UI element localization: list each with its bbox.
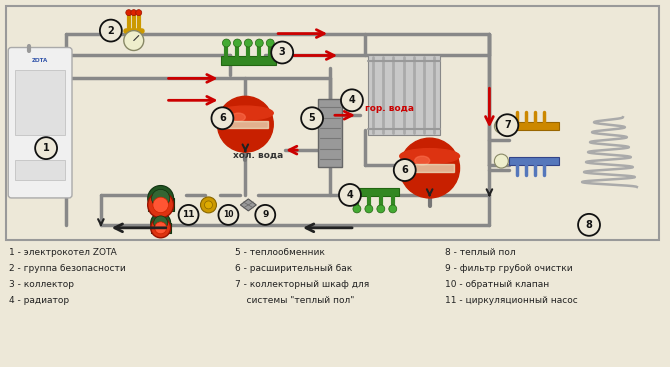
Circle shape [155, 222, 167, 234]
Bar [15, 70, 65, 135]
FancyBboxPatch shape [8, 47, 72, 198]
Text: 2 - группа безопасности: 2 - группа безопасности [9, 264, 126, 273]
Bar [15, 160, 65, 180]
Text: 2: 2 [107, 26, 114, 36]
Circle shape [218, 205, 239, 225]
Circle shape [245, 39, 253, 47]
Text: 8: 8 [586, 220, 592, 230]
Text: 5 - теплообменник: 5 - теплообменник [235, 248, 325, 257]
Circle shape [153, 216, 168, 230]
Text: 10 - обратный клапан: 10 - обратный клапан [445, 280, 549, 288]
Circle shape [147, 192, 174, 218]
Circle shape [124, 30, 144, 51]
Circle shape [394, 159, 415, 181]
Ellipse shape [415, 156, 429, 165]
Circle shape [200, 197, 216, 213]
Text: 11 - циркуляционный насос: 11 - циркуляционный насос [445, 295, 578, 305]
Circle shape [255, 39, 263, 47]
Bar [509, 122, 559, 130]
Circle shape [496, 114, 519, 136]
Ellipse shape [400, 149, 460, 164]
Text: 1 - электрокотел ZOTA: 1 - электрокотел ZOTA [9, 248, 117, 257]
Text: 9: 9 [262, 210, 269, 219]
Text: 7: 7 [504, 120, 511, 130]
Text: 10: 10 [223, 210, 234, 219]
Circle shape [365, 205, 373, 213]
Text: 3: 3 [279, 47, 285, 58]
Circle shape [136, 10, 142, 16]
Circle shape [255, 205, 275, 225]
Circle shape [151, 213, 171, 233]
Bar [147, 199, 174, 211]
Circle shape [341, 89, 363, 111]
Circle shape [339, 184, 361, 206]
Ellipse shape [218, 96, 273, 152]
Circle shape [179, 205, 198, 225]
Circle shape [151, 218, 171, 238]
Text: 6: 6 [401, 165, 408, 175]
Bar [368, 55, 440, 135]
Ellipse shape [218, 106, 273, 120]
Circle shape [389, 205, 397, 213]
Circle shape [153, 197, 168, 213]
Circle shape [151, 189, 170, 207]
Circle shape [35, 137, 57, 159]
Text: 11: 11 [182, 210, 195, 219]
Bar [221, 56, 276, 65]
Text: 8 - теплый пол: 8 - теплый пол [445, 248, 515, 257]
Ellipse shape [400, 138, 460, 198]
Text: 9 - фильтр грубой очистки: 9 - фильтр грубой очистки [445, 264, 572, 273]
Circle shape [147, 185, 174, 211]
Circle shape [494, 119, 509, 133]
Circle shape [233, 39, 241, 47]
Circle shape [266, 39, 274, 47]
Bar [318, 99, 342, 167]
Text: системы "теплый пол": системы "теплый пол" [235, 295, 354, 305]
Text: 7 - коллекторный шкаф для: 7 - коллекторный шкаф для [235, 280, 370, 288]
Text: 4: 4 [348, 95, 355, 105]
Bar [223, 121, 267, 128]
Bar [151, 223, 171, 233]
Text: гор. вода: гор. вода [365, 104, 414, 113]
Polygon shape [241, 199, 257, 211]
Text: 5: 5 [309, 113, 316, 123]
Text: 1: 1 [43, 143, 50, 153]
Text: 3 - коллектор: 3 - коллектор [9, 280, 74, 288]
Circle shape [222, 39, 230, 47]
Text: 6: 6 [219, 113, 226, 123]
Circle shape [212, 107, 233, 129]
Text: ZOTA: ZOTA [32, 58, 48, 63]
Bar [509, 157, 559, 165]
Ellipse shape [231, 113, 245, 121]
Circle shape [126, 10, 132, 16]
Circle shape [100, 19, 122, 41]
Text: 6 - расширительный бак: 6 - расширительный бак [235, 264, 352, 273]
Circle shape [578, 214, 600, 236]
Circle shape [494, 154, 509, 168]
Bar [406, 164, 454, 172]
Circle shape [377, 205, 385, 213]
Text: 4: 4 [346, 190, 353, 200]
Bar [351, 188, 399, 196]
Text: 4 - радиатор: 4 - радиатор [9, 295, 70, 305]
Circle shape [271, 41, 293, 63]
Bar [6, 6, 659, 240]
Circle shape [131, 10, 137, 16]
Circle shape [353, 205, 361, 213]
Circle shape [204, 201, 212, 209]
Text: хол. вода: хол. вода [233, 150, 283, 160]
Circle shape [301, 107, 323, 129]
